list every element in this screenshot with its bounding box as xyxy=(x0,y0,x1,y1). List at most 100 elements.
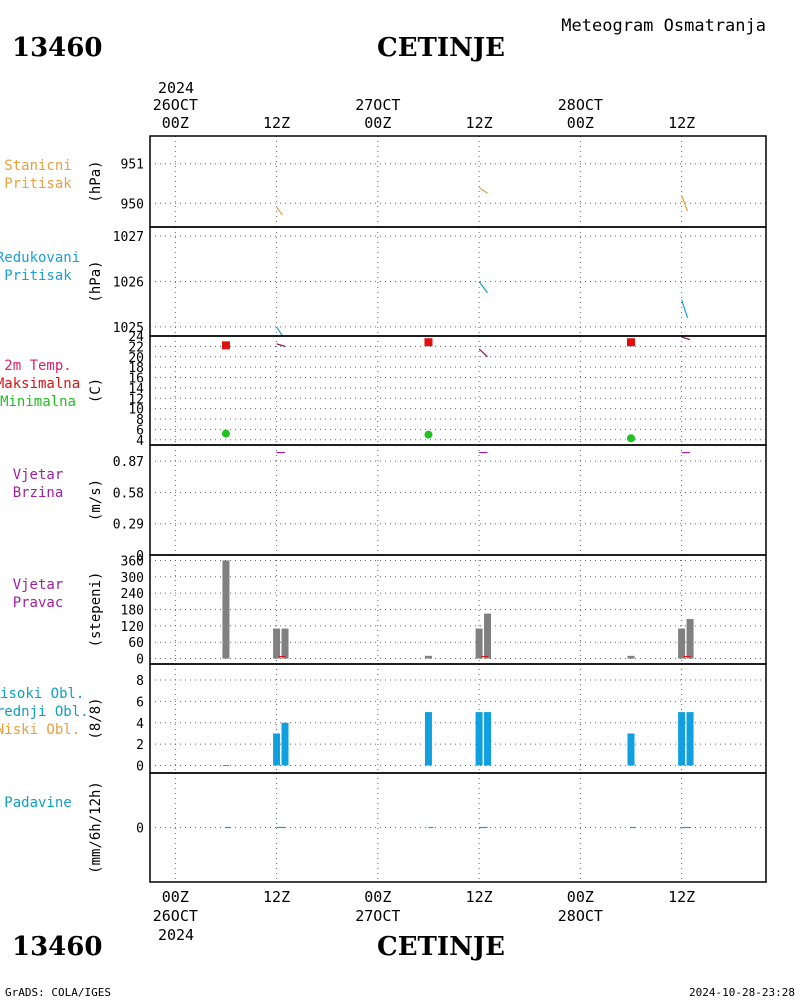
panel-label: Vjetar xyxy=(13,467,64,483)
y-tick-label: 24 xyxy=(128,330,144,345)
y-tick-label: 16 xyxy=(128,372,144,387)
bottom-hour-label: 00Z xyxy=(364,888,391,906)
top-hour-label: 00Z xyxy=(162,114,189,132)
cloud_cover-bar xyxy=(678,712,686,766)
min-temp-marker xyxy=(221,429,230,438)
top-hour-label: 12Z xyxy=(263,114,290,132)
bottom-hour-label: 00Z xyxy=(162,888,189,906)
max-temp-marker xyxy=(424,338,433,347)
panel-label: Pritisak xyxy=(4,268,72,284)
y-tick-label: 0.29 xyxy=(113,518,144,533)
panel-label: 2m Temp. xyxy=(4,358,71,374)
y-axis-label: (mm/6h/12h) xyxy=(88,781,104,874)
bottom-hour-label: 00Z xyxy=(567,888,594,906)
max-temp-marker xyxy=(626,338,635,347)
panel-label: Minimalna xyxy=(0,394,76,410)
wind_direction-bar xyxy=(475,628,483,659)
bottom-date-label: 28OCT xyxy=(558,907,603,925)
y-axis-label: (C) xyxy=(88,378,104,403)
y-tick-label: 8 xyxy=(136,674,144,689)
cloud_cover-bar xyxy=(484,712,492,766)
footer-credit: GrADS: COLA/IGES xyxy=(5,986,111,999)
wind_direction-bar xyxy=(424,655,432,659)
y-tick-label: 180 xyxy=(121,604,144,619)
station_pressure-segment xyxy=(681,195,689,212)
cloud_cover-bar xyxy=(273,733,281,766)
y-axis-label: (hPa) xyxy=(88,160,104,202)
cloud_cover-bar xyxy=(281,722,289,766)
y-tick-label: 360 xyxy=(121,554,144,569)
y-axis-label: (hPa) xyxy=(88,260,104,302)
station-name-bottom: CETINJE xyxy=(377,932,505,962)
panel-label: Redukovani xyxy=(0,250,80,266)
bottom-hour-label: 12Z xyxy=(263,888,290,906)
panel-label: Vjetar xyxy=(13,577,64,593)
y-tick-label: 0.87 xyxy=(113,455,144,470)
panel-label: Visoki Obl. xyxy=(0,686,84,702)
bottom-year-label: 2024 xyxy=(158,926,194,944)
top-date-label: 26OCT xyxy=(153,96,198,114)
cloud_cover-bar xyxy=(475,712,483,766)
station_pressure-segment xyxy=(478,186,488,194)
panel-label: Niski Obl. xyxy=(0,722,80,738)
y-tick-label: 951 xyxy=(121,158,144,173)
wind_direction-bar xyxy=(686,619,694,659)
top-year-label: 2024 xyxy=(158,79,194,97)
top-hour-label: 00Z xyxy=(567,114,594,132)
station-id-bottom: 13460 xyxy=(12,932,102,962)
y-tick-label: 1025 xyxy=(113,321,144,336)
reduced_pressure-segment xyxy=(681,299,689,319)
wind_direction-bar xyxy=(281,628,289,659)
y-tick-label: 22 xyxy=(128,340,144,355)
wind_direction-bar xyxy=(222,560,230,659)
panel-label: Maksimalna xyxy=(0,376,80,392)
temperature-segment xyxy=(478,348,488,358)
top-date-label: 27OCT xyxy=(355,96,400,114)
axis-layer: 00Z26OCT00Z26OCT12Z12Z00Z27OCT00Z27OCT12… xyxy=(88,96,695,925)
panel-label: Padavine xyxy=(4,795,71,811)
y-tick-label: 8 xyxy=(136,413,144,428)
min-temp-marker xyxy=(424,430,433,439)
max-temp-marker xyxy=(221,341,230,350)
y-tick-label: 4 xyxy=(136,434,144,449)
cloud_cover-bar xyxy=(627,733,635,766)
panel-label: Srednji Obl. xyxy=(0,704,89,720)
panel-label: Brzina xyxy=(13,485,64,501)
label-layer: Stanicni Pritisak Redukovani Pritisak 2m Tem… xyxy=(0,158,89,811)
y-tick-label: 20 xyxy=(128,351,144,366)
y-tick-label: 950 xyxy=(121,197,144,212)
y-tick-label: 0 xyxy=(136,822,144,837)
panel-label: Stanicni xyxy=(4,158,71,174)
y-tick-label: 4 xyxy=(136,717,144,732)
y-tick-label: 6 xyxy=(136,695,144,710)
wind_direction-bar xyxy=(273,628,281,659)
y-tick-label: 2 xyxy=(136,738,144,753)
y-axis-label: (8/8) xyxy=(88,697,104,739)
station-id-top: 13460 xyxy=(12,33,102,63)
y-tick-label: 0 xyxy=(136,653,144,668)
temperature-segment xyxy=(276,343,286,347)
y-tick-label: 18 xyxy=(128,361,144,376)
footer-timestamp: 2024-10-28-23:28 xyxy=(689,986,795,999)
y-axis-label: (m/s) xyxy=(88,479,104,521)
y-tick-label: 6 xyxy=(136,423,144,438)
panel-label: Pritisak xyxy=(4,176,72,192)
y-tick-label: 60 xyxy=(128,636,144,651)
cloud_cover-bar xyxy=(686,712,694,766)
top-hour-label: 12Z xyxy=(668,114,695,132)
top-hour-label: 12Z xyxy=(466,114,493,132)
data-layer xyxy=(221,186,694,829)
panel-frame xyxy=(149,772,767,883)
min-temp-marker xyxy=(626,434,635,443)
chart-title: Meteogram Osmatranja xyxy=(561,16,766,36)
y-tick-label: 120 xyxy=(121,620,144,635)
y-tick-label: 10 xyxy=(128,403,144,418)
cloud_cover-bar xyxy=(424,712,432,766)
y-tick-label: 1027 xyxy=(113,230,144,245)
reduced_pressure-segment xyxy=(276,326,283,337)
y-tick-label: 0 xyxy=(136,549,144,564)
reduced_pressure-segment xyxy=(478,281,489,294)
frame-layer xyxy=(149,135,767,883)
